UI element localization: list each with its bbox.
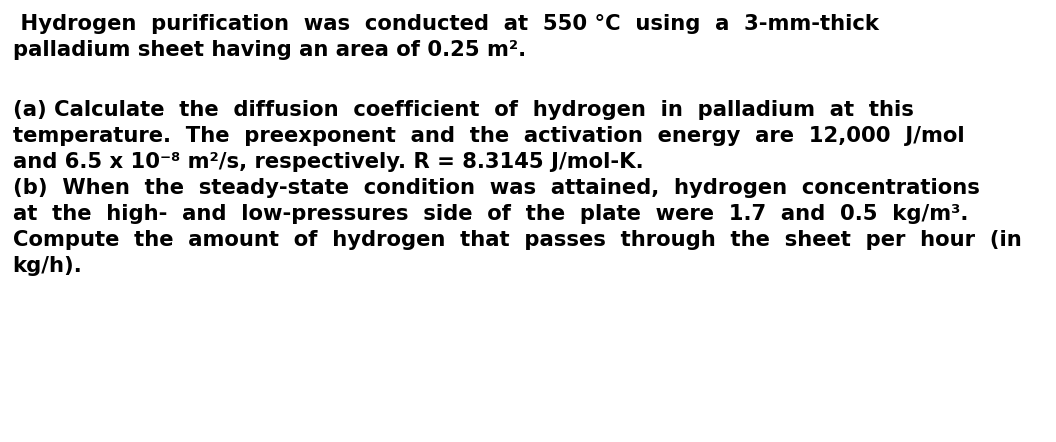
Text: palladium sheet having an area of 0.25 m².: palladium sheet having an area of 0.25 m… bbox=[13, 40, 526, 60]
Text: kg/h).: kg/h). bbox=[13, 256, 82, 276]
Text: (b)  When  the  steady-state  condition  was  attained,  hydrogen  concentration: (b) When the steady-state condition was … bbox=[13, 178, 980, 198]
Text: (a) Calculate  the  diffusion  coefficient  of  hydrogen  in  palladium  at  thi: (a) Calculate the diffusion coefficient … bbox=[13, 100, 913, 120]
Text: Hydrogen  purification  was  conducted  at  550 °C  using  a  3-mm-thick: Hydrogen purification was conducted at 5… bbox=[13, 14, 879, 34]
Text: at  the  high-  and  low-pressures  side  of  the  plate  were  1.7  and  0.5  k: at the high- and low-pressures side of t… bbox=[13, 204, 968, 224]
Text: temperature.  The  preexponent  and  the  activation  energy  are  12,000  J/mol: temperature. The preexponent and the act… bbox=[13, 126, 964, 146]
Text: and 6.5 x 10⁻⁸ m²/s, respectively. R = 8.3145 J/mol-K.: and 6.5 x 10⁻⁸ m²/s, respectively. R = 8… bbox=[13, 152, 643, 172]
Text: Compute  the  amount  of  hydrogen  that  passes  through  the  sheet  per  hour: Compute the amount of hydrogen that pass… bbox=[13, 230, 1021, 250]
